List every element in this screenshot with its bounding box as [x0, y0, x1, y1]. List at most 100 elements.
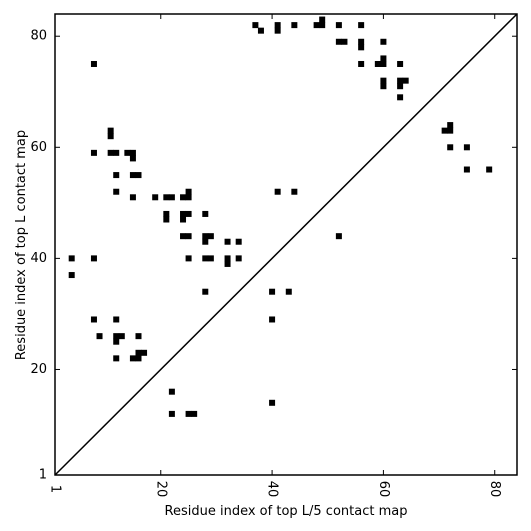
- contact-point: [335, 233, 342, 240]
- contact-point: [274, 27, 281, 34]
- contact-point: [463, 166, 470, 173]
- contact-point: [291, 188, 298, 195]
- contact-point: [269, 316, 276, 323]
- contact-point: [185, 410, 192, 417]
- contact-point: [447, 122, 454, 129]
- contact-point: [107, 133, 114, 140]
- contact-point: [113, 333, 120, 340]
- contact-point: [180, 210, 187, 217]
- contact-point: [90, 316, 97, 323]
- contact-point: [185, 194, 192, 201]
- contact-point: [202, 210, 209, 217]
- contact-point: [269, 288, 276, 295]
- contact-point: [358, 60, 365, 67]
- contact-point: [374, 60, 381, 67]
- contact-point: [397, 94, 404, 101]
- contact-point: [168, 388, 175, 395]
- plot-frame: [54, 13, 518, 476]
- contact-point: [185, 210, 192, 217]
- contact-point: [135, 172, 142, 179]
- contact-point: [113, 149, 120, 156]
- contact-point: [207, 233, 214, 240]
- contact-point: [141, 349, 148, 356]
- contact-point: [291, 22, 298, 29]
- contact-point: [113, 172, 120, 179]
- contact-point: [447, 144, 454, 151]
- contact-point: [129, 172, 136, 179]
- x-tick-label: 1: [48, 485, 63, 493]
- contact-point: [202, 288, 209, 295]
- contact-point: [358, 38, 365, 45]
- y-tick-label: 1: [39, 468, 47, 483]
- y-tick-label: 60: [30, 140, 47, 155]
- contact-point: [397, 77, 404, 84]
- y-axis-title: Residue index of top L contact map: [14, 130, 29, 360]
- contact-point: [113, 316, 120, 323]
- contact-point: [68, 255, 75, 262]
- contact-point: [163, 216, 170, 223]
- contact-point: [397, 83, 404, 90]
- contact-point: [202, 233, 209, 240]
- contact-point: [441, 127, 448, 134]
- contact-point: [380, 60, 387, 67]
- contact-point: [135, 355, 142, 362]
- contact-point: [235, 238, 242, 245]
- contact-point: [319, 16, 326, 23]
- contact-points: [68, 16, 493, 417]
- contact-point: [313, 22, 320, 29]
- contact-point: [335, 38, 342, 45]
- contact-point: [180, 233, 187, 240]
- contact-point: [257, 27, 264, 34]
- contact-point: [107, 127, 114, 134]
- contact-point: [269, 399, 276, 406]
- contact-point: [252, 22, 259, 29]
- contact-point: [402, 77, 409, 84]
- contact-point: [224, 255, 231, 262]
- contact-point: [202, 255, 209, 262]
- contact-point: [358, 44, 365, 51]
- x-tick-label: 80: [487, 481, 502, 498]
- contact-point: [129, 149, 136, 156]
- contact-point: [113, 355, 120, 362]
- y-tick-label: 80: [30, 29, 47, 44]
- contact-point: [68, 272, 75, 279]
- contact-point: [463, 144, 470, 151]
- contact-point: [168, 410, 175, 417]
- contact-point: [135, 333, 142, 340]
- x-axis-title: Residue index of top L/5 contact map: [165, 504, 408, 519]
- contact-point: [202, 238, 209, 245]
- contact-point: [129, 155, 136, 162]
- contact-point: [96, 333, 103, 340]
- contact-point: [129, 355, 136, 362]
- contact-point: [358, 22, 365, 29]
- contact-point: [447, 127, 454, 134]
- contact-point: [90, 149, 97, 156]
- plot-area: [54, 13, 518, 476]
- contact-point: [152, 194, 159, 201]
- contact-point: [124, 149, 131, 156]
- contact-point: [341, 38, 348, 45]
- contact-point: [185, 255, 192, 262]
- contact-point: [235, 255, 242, 262]
- contact-point: [224, 260, 231, 267]
- contact-point: [224, 238, 231, 245]
- contact-point: [163, 194, 170, 201]
- contact-point: [380, 55, 387, 62]
- contact-point: [168, 194, 175, 201]
- contact-point: [185, 233, 192, 240]
- contact-point: [129, 194, 136, 201]
- contact-point: [380, 38, 387, 45]
- contact-point: [113, 338, 120, 345]
- contact-point: [274, 22, 281, 29]
- contact-point: [118, 333, 125, 340]
- contact-point: [180, 194, 187, 201]
- contact-point: [380, 83, 387, 90]
- x-tick-label: 40: [265, 481, 280, 498]
- x-tick-label: 60: [376, 481, 391, 498]
- contact-point: [191, 410, 198, 417]
- y-tick-label: 40: [30, 251, 47, 266]
- contact-point: [207, 255, 214, 262]
- contact-point: [274, 188, 281, 195]
- diagonal-line: [54, 13, 518, 476]
